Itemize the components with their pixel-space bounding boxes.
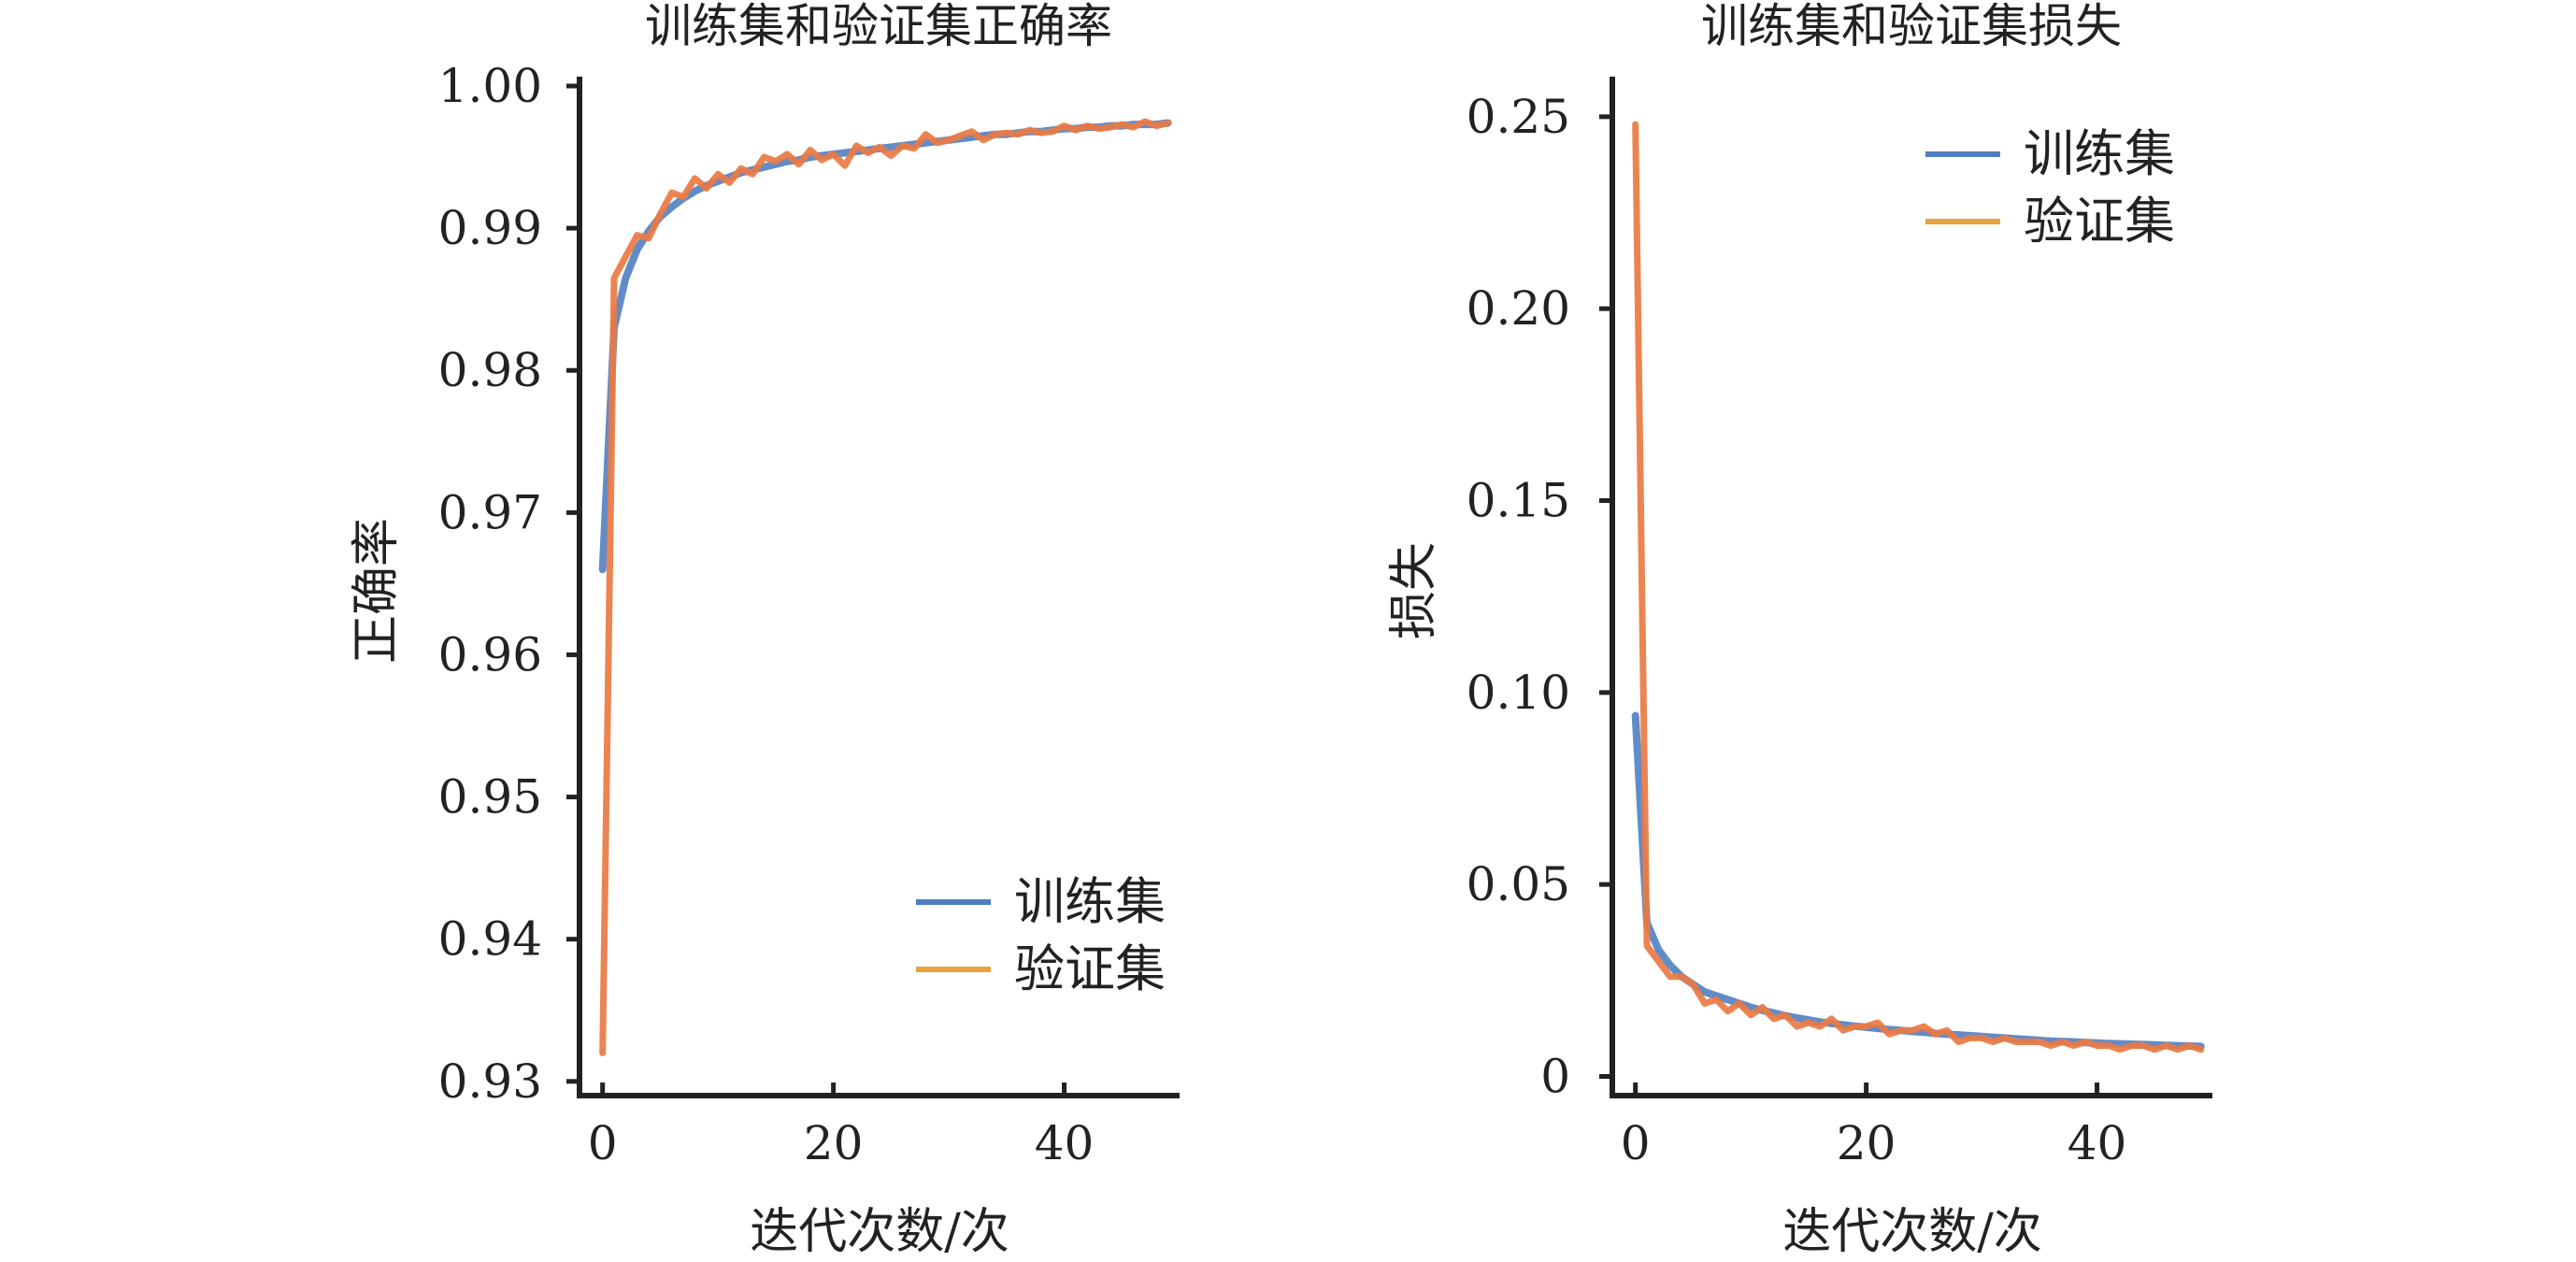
loss-x-tick-label: 40	[2068, 1116, 2127, 1170]
loss-y-tick-label: 0.10	[1467, 666, 1570, 720]
accuracy-y-axis-label: 正确率	[349, 518, 405, 664]
accuracy-y-tick-label: 0.97	[438, 485, 542, 539]
accuracy-chart-title: 训练集和验证集正确率	[645, 0, 1112, 53]
accuracy-x-tick-label: 0	[588, 1116, 618, 1170]
accuracy-y-tick-label: 0.99	[438, 201, 542, 255]
accuracy-y-tick-label: 0.98	[438, 343, 542, 397]
accuracy-y-tick-label: 1.00	[438, 59, 542, 113]
accuracy-x-tick-label: 20	[804, 1116, 864, 1170]
accuracy-y-tick-label: 0.93	[438, 1054, 542, 1109]
loss-legend-label: 验证集	[2024, 192, 2175, 251]
loss-legend-label: 训练集	[2024, 124, 2175, 183]
loss-x-tick-label: 20	[1837, 1116, 1896, 1170]
loss-chart-panel: 训练集和验证集损失 0 0.05 0.10 0.15 0.20 0.25 0 20 40 迭代次数/…	[1386, 0, 2212, 1260]
accuracy-chart-panel: 训练集和验证集正确率 0.93 0.94 0.95 0.96 0.97 0.98 0.99 1.…	[349, 0, 1180, 1260]
loss-x-axis-label: 迭代次数/次	[1782, 1204, 2042, 1260]
accuracy-y-tick-label: 0.95	[438, 770, 542, 825]
loss-y-tick-label: 0.20	[1467, 281, 1570, 336]
loss-chart-title: 训练集和验证集损失	[1701, 0, 2122, 53]
accuracy-y-tick-label: 0.96	[438, 627, 542, 681]
loss-y-axis-label: 损失	[1386, 542, 1442, 639]
loss-y-tick-label: 0.05	[1467, 857, 1570, 911]
loss-series-line-train	[1631, 711, 2205, 1051]
accuracy-series-line-val	[599, 118, 1172, 1056]
loss-y-tick-label: 0	[1540, 1049, 1570, 1103]
accuracy-x-tick-label: 40	[1035, 1116, 1095, 1170]
loss-series-line-val	[1632, 121, 2205, 1054]
accuracy-x-axis-label: 迭代次数/次	[750, 1204, 1009, 1260]
accuracy-legend-label: 验证集	[1014, 939, 1166, 998]
loss-y-tick-label: 0.25	[1467, 90, 1570, 144]
accuracy-y-tick-label: 0.94	[438, 912, 542, 967]
loss-x-tick-label: 0	[1621, 1116, 1651, 1170]
accuracy-legend-label: 训练集	[1014, 872, 1166, 931]
loss-y-tick-label: 0.15	[1467, 473, 1570, 527]
